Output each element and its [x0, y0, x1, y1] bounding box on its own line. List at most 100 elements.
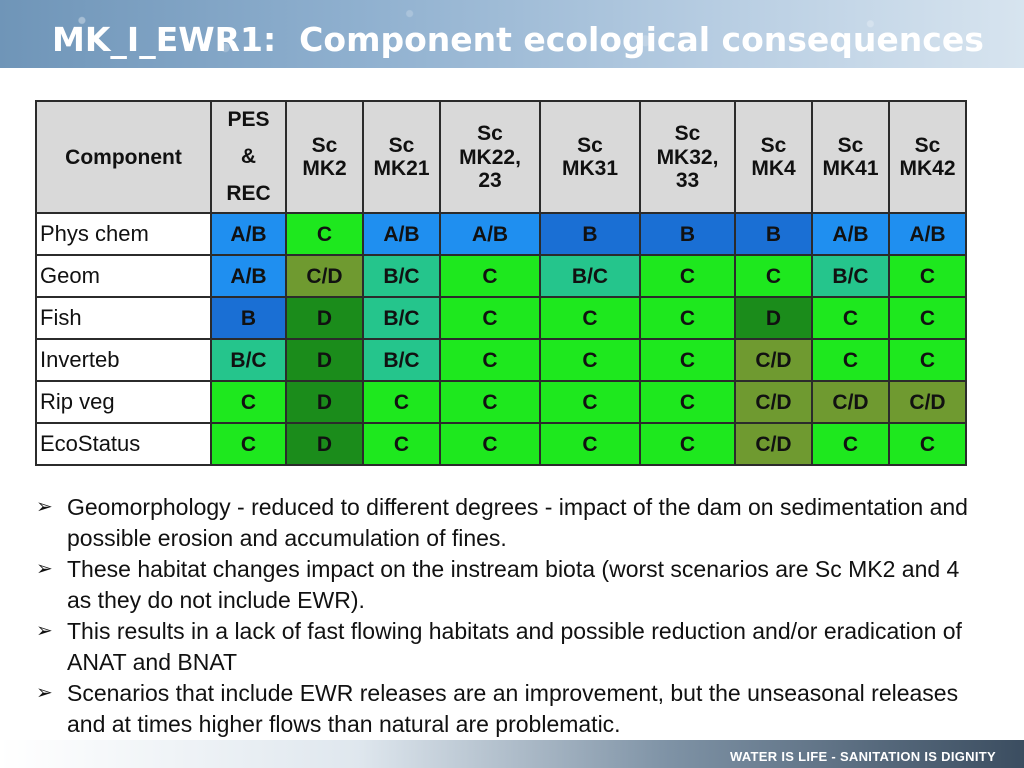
category-cell: A/B [888, 212, 967, 257]
category-cell: C [888, 422, 967, 467]
column-header: Sc MK32, 33 [639, 99, 736, 215]
column-header-line: Sc [577, 134, 603, 158]
category-cell: B [639, 212, 736, 257]
table-row: Inverteb B/C D B/C C C C C/D C C [35, 338, 967, 383]
column-header-line: Sc [674, 122, 701, 146]
category-cell: B/C [210, 338, 287, 383]
category-cell: C [539, 296, 641, 341]
column-header-line: Sc [388, 134, 415, 158]
column-header-line: MK32, [656, 145, 719, 169]
bullet-text: This results in a lack of fast flowing h… [67, 618, 962, 675]
category-cell: C [439, 422, 541, 467]
bullet-text: These habitat changes impact on the inst… [67, 556, 960, 613]
category-cell: C [888, 338, 967, 383]
column-header-line: REC [226, 181, 271, 205]
bullet-item: ➢ Geomorphology - reduced to different de… [36, 492, 986, 554]
category-cell: C [439, 296, 541, 341]
category-cell: C [639, 254, 736, 299]
footer-bar: WATER IS LIFE - SANITATION IS DIGNITY [0, 740, 1024, 768]
table-header-row: Component PES & REC Sc MK2 Sc MK21 Sc MK22, 23 Sc MK… [35, 99, 967, 215]
category-cell: C/D [734, 380, 813, 425]
column-header-line: MK42 [899, 157, 956, 181]
category-cell: C [888, 254, 967, 299]
row-label: EcoStatus [35, 422, 212, 467]
row-label: Phys chem [35, 212, 212, 257]
column-header-line: 33 [675, 168, 700, 192]
category-cell: D [285, 296, 364, 341]
category-cell: C [811, 296, 890, 341]
category-cell: C/D [734, 338, 813, 383]
column-header: Sc MK4 [734, 99, 813, 215]
category-cell: C/D [888, 380, 967, 425]
arrow-bullet-icon: ➢ [36, 620, 53, 642]
bullet-text: Geomorphology - reduced to different deg… [67, 494, 968, 551]
table-row: Geom A/B C/D B/C C B/C C C B/C C [35, 254, 967, 299]
title-banner: MK_I_EWR1: Component ecological conseque… [0, 0, 1024, 68]
column-header-line: Sc [760, 134, 787, 158]
table-row: Rip veg C D C C C C C/D C/D C/D [35, 380, 967, 425]
arrow-bullet-icon: ➢ [36, 682, 53, 704]
row-label: Geom [35, 254, 212, 299]
column-header-line: MK2 [302, 157, 347, 181]
column-header-line: MK41 [822, 157, 879, 181]
column-header-line: PES [227, 108, 270, 131]
column-header: Sc MK31 [539, 99, 641, 215]
category-cell: B/C [362, 254, 441, 299]
column-header-line: Component [65, 145, 182, 169]
category-cell: A/B [362, 212, 441, 257]
category-cell: A/B [439, 212, 541, 257]
category-cell: C [811, 422, 890, 467]
arrow-bullet-icon: ➢ [36, 558, 53, 580]
ecological-status-table: Component PES & REC Sc MK2 Sc MK21 Sc MK22, 23 Sc MK… [35, 99, 967, 467]
column-header-line: MK31 [561, 157, 619, 181]
column-header-line: & [240, 144, 257, 168]
column-header: PES & REC [210, 99, 287, 215]
category-cell: B [539, 212, 641, 257]
bullet-text: Scenarios that include EWR releases are … [67, 680, 959, 737]
bullet-item: ➢ Scenarios that include EWR releases are… [36, 678, 986, 740]
category-cell: D [734, 296, 813, 341]
category-cell: D [285, 422, 364, 467]
category-cell: B/C [362, 338, 441, 383]
column-header: Sc MK22, 23 [439, 99, 541, 215]
table-row: Phys chem A/B C A/B A/B B B B A/B A/B [35, 212, 967, 257]
arrow-bullet-icon: ➢ [36, 496, 53, 518]
category-cell: C/D [734, 422, 813, 467]
category-cell: C [888, 296, 967, 341]
category-cell: C [439, 380, 541, 425]
category-cell: A/B [210, 212, 287, 257]
row-label: Fish [35, 296, 212, 341]
table-row: EcoStatus C D C C C C C/D C C [35, 422, 967, 467]
column-header-line: Sc [477, 122, 503, 146]
column-header-component: Component [35, 99, 212, 215]
column-header-line: 23 [478, 168, 502, 192]
category-cell: A/B [811, 212, 890, 257]
column-header: Sc MK42 [888, 99, 967, 215]
category-cell: D [285, 338, 364, 383]
category-cell: C [639, 422, 736, 467]
category-cell: B [734, 212, 813, 257]
category-cell: B/C [362, 296, 441, 341]
category-cell: A/B [210, 254, 287, 299]
category-cell: C [811, 338, 890, 383]
table-row: Fish B D B/C C C C D C C [35, 296, 967, 341]
column-header: Sc MK41 [811, 99, 890, 215]
column-header-line: MK22, [459, 145, 521, 169]
category-cell: C [439, 338, 541, 383]
row-label: Inverteb [35, 338, 212, 383]
column-header-line: Sc [837, 134, 864, 158]
slide-title: MK_I_EWR1: Component ecological conseque… [52, 20, 984, 59]
category-cell: C [539, 380, 641, 425]
row-label: Rip veg [35, 380, 212, 425]
bullet-item: ➢ This results in a lack of fast flowing … [36, 616, 986, 678]
category-cell: C [539, 338, 641, 383]
category-cell: C [210, 380, 287, 425]
category-cell: C [210, 422, 287, 467]
category-cell: C [285, 212, 364, 257]
column-header: Sc MK21 [362, 99, 441, 215]
category-cell: B/C [811, 254, 890, 299]
category-cell: C [362, 380, 441, 425]
table-body: Phys chem A/B C A/B A/B B B B A/B A/B Geom A/B C/D B/… [35, 212, 967, 467]
category-cell: C [362, 422, 441, 467]
category-cell: D [285, 380, 364, 425]
